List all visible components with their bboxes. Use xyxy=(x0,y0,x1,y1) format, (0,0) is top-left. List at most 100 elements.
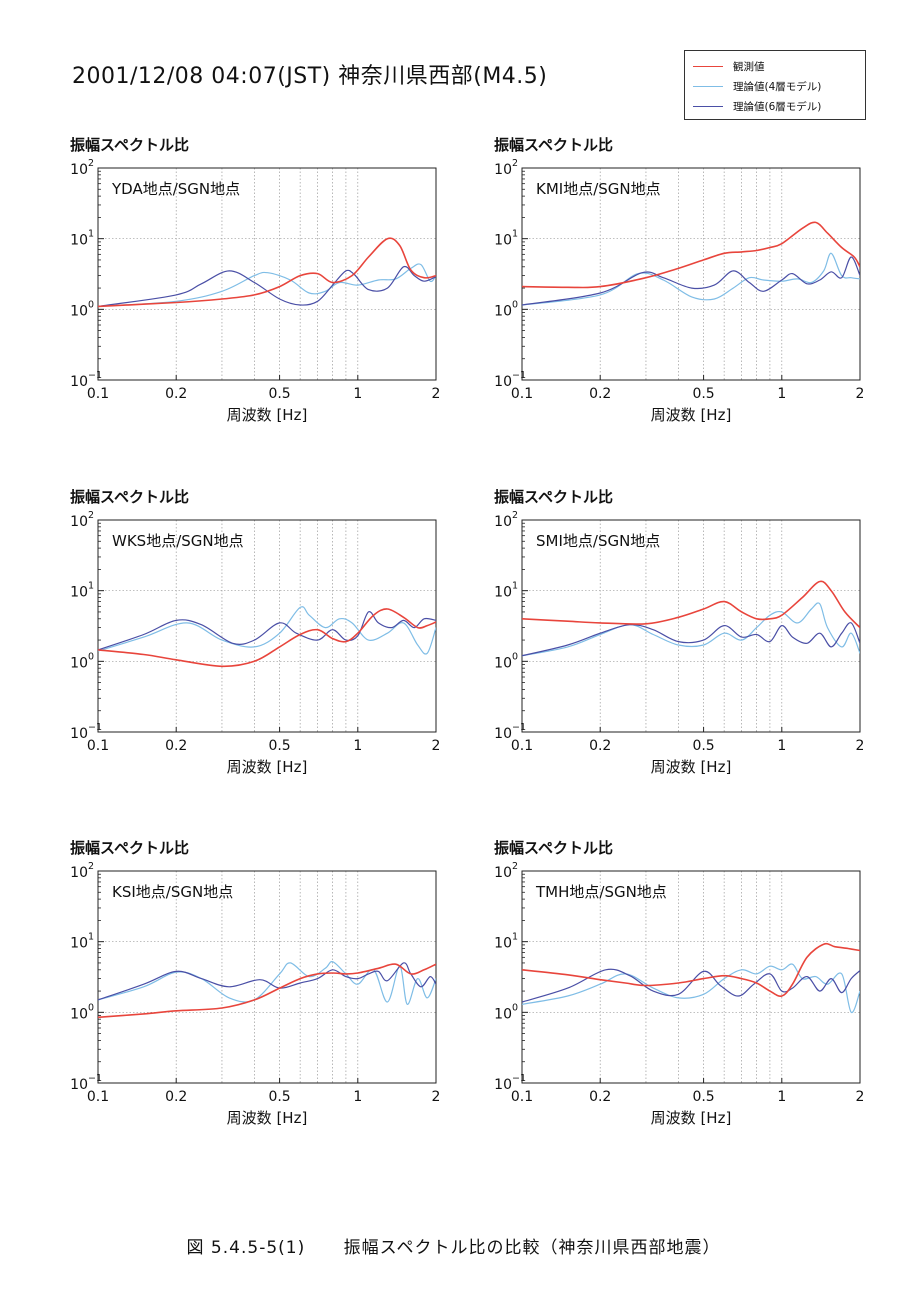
x-tick-label: 0.2 xyxy=(165,1089,187,1105)
station-annotation: TMH地点/SGN地点 xyxy=(535,883,667,901)
series-4layer xyxy=(522,963,860,1013)
x-axis-label: 周波数 [Hz] xyxy=(227,1109,308,1127)
y-tick-label: 10 xyxy=(70,936,88,952)
y-tick-exponent: 2 xyxy=(88,861,94,872)
y-tick-exponent: 2 xyxy=(88,158,94,169)
legend-swatch-observed xyxy=(693,66,723,67)
x-tick-label: 1 xyxy=(353,1089,362,1105)
y-tick-label: 10 xyxy=(494,936,512,952)
series-observed xyxy=(522,580,860,629)
x-tick-label: 0.5 xyxy=(692,738,714,754)
series-4layer xyxy=(98,606,436,655)
y-tick-exponent: −1 xyxy=(512,722,526,733)
legend-swatch-6layer xyxy=(693,106,723,107)
y-tick-exponent: 1 xyxy=(88,581,94,592)
y-tick-exponent: 2 xyxy=(512,861,518,872)
x-tick-label: 0.2 xyxy=(589,738,611,754)
y-axis-label: 振幅スペクトル比 xyxy=(70,136,189,154)
y-tick-exponent: 1 xyxy=(88,229,94,240)
y-tick-label: 10 xyxy=(70,233,88,249)
x-tick-label: 0.2 xyxy=(589,386,611,402)
series-6layer xyxy=(98,611,436,651)
legend-swatch-4layer xyxy=(693,86,723,87)
x-tick-label: 0.2 xyxy=(589,1089,611,1105)
plot-frame xyxy=(521,167,861,381)
y-tick-exponent: 0 xyxy=(512,1002,518,1013)
x-tick-label: 0.1 xyxy=(87,386,109,402)
y-tick-label: 10 xyxy=(494,303,512,319)
x-axis-label: 周波数 [Hz] xyxy=(227,406,308,424)
x-tick-label: 0.2 xyxy=(165,386,187,402)
x-tick-label: 1 xyxy=(777,738,786,754)
y-axis-label: 振幅スペクトル比 xyxy=(494,839,613,857)
legend-label-6layer: 理論値(6層モデル) xyxy=(733,101,822,113)
series-4layer xyxy=(522,602,860,657)
x-tick-label: 0.5 xyxy=(692,1089,714,1105)
series-4layer xyxy=(98,961,436,1005)
y-tick-exponent: 0 xyxy=(88,651,94,662)
station-annotation: KSI地点/SGN地点 xyxy=(112,883,233,901)
x-tick-label: 0.5 xyxy=(268,1089,290,1105)
y-tick-label: 10 xyxy=(494,726,512,742)
y-axis-label: 振幅スペクトル比 xyxy=(494,488,613,506)
y-tick-label: 10 xyxy=(70,162,88,178)
y-tick-label: 10 xyxy=(494,585,512,601)
series-6layer xyxy=(522,622,860,657)
x-tick-label: 1 xyxy=(777,1089,786,1105)
y-tick-label: 10 xyxy=(70,1077,88,1093)
x-tick-label: 2 xyxy=(432,386,441,402)
series-observed xyxy=(522,221,860,289)
station-annotation: SMI地点/SGN地点 xyxy=(536,532,660,550)
x-tick-label: 2 xyxy=(856,1089,865,1105)
x-tick-label: 2 xyxy=(856,386,865,402)
y-axis-label: 振幅スペクトル比 xyxy=(70,488,189,506)
station-annotation: YDA地点/SGN地点 xyxy=(111,180,240,198)
y-tick-exponent: −1 xyxy=(88,370,102,381)
y-tick-label: 10 xyxy=(494,374,512,390)
y-tick-label: 10 xyxy=(70,726,88,742)
station-annotation: KMI地点/SGN地点 xyxy=(536,180,661,198)
y-tick-exponent: 2 xyxy=(512,158,518,169)
y-tick-exponent: −1 xyxy=(88,722,102,733)
series-4layer xyxy=(522,252,860,306)
y-tick-label: 10 xyxy=(70,865,88,881)
x-axis-label: 周波数 [Hz] xyxy=(651,758,732,776)
y-tick-exponent: 1 xyxy=(512,229,518,240)
legend-label-4layer: 理論値(4層モデル) xyxy=(733,81,822,93)
x-tick-label: 0.2 xyxy=(165,738,187,754)
y-tick-exponent: 0 xyxy=(88,1002,94,1013)
x-tick-label: 0.5 xyxy=(268,738,290,754)
y-tick-label: 10 xyxy=(494,1077,512,1093)
y-axis-label: 振幅スペクトル比 xyxy=(70,839,189,857)
x-tick-label: 1 xyxy=(353,738,362,754)
figure-caption: 図 5.4.5-5(1) 振幅スペクトル比の比較（神奈川県西部地震） xyxy=(186,1238,721,1258)
x-tick-label: 2 xyxy=(432,738,441,754)
plot-frame xyxy=(97,870,437,1084)
series-6layer xyxy=(98,962,436,1001)
x-tick-label: 0.1 xyxy=(87,738,109,754)
x-tick-label: 0.1 xyxy=(511,386,533,402)
y-tick-exponent: 1 xyxy=(512,581,518,592)
y-tick-label: 10 xyxy=(70,1006,88,1022)
y-tick-exponent: −1 xyxy=(512,370,526,381)
y-tick-exponent: 0 xyxy=(512,651,518,662)
plot-frame xyxy=(97,167,437,381)
series-6layer xyxy=(522,968,860,1003)
page-title: 2001/12/08 04:07(JST) 神奈川県西部(M4.5) xyxy=(72,64,548,89)
y-tick-label: 10 xyxy=(70,374,88,390)
y-tick-label: 10 xyxy=(70,514,88,530)
y-tick-exponent: 1 xyxy=(88,932,94,943)
y-tick-exponent: 1 xyxy=(512,932,518,943)
y-axis-label: 振幅スペクトル比 xyxy=(494,136,613,154)
x-tick-label: 2 xyxy=(856,738,865,754)
x-tick-label: 0.5 xyxy=(692,386,714,402)
legend: 観測値 理論値(4層モデル) 理論値(6層モデル) xyxy=(684,50,866,120)
x-tick-label: 0.5 xyxy=(268,386,290,402)
x-tick-label: 0.1 xyxy=(511,1089,533,1105)
